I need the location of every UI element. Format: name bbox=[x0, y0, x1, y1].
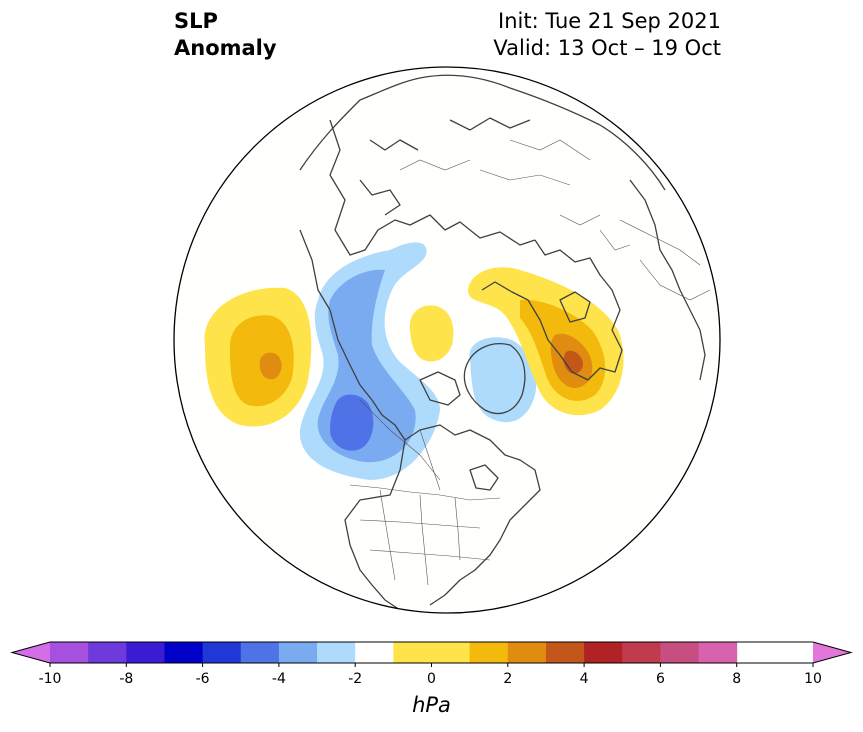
colorbar-segment bbox=[126, 642, 165, 663]
colorbar-tick-label: -8 bbox=[119, 671, 133, 687]
colorbar-tick-label: 0 bbox=[427, 671, 436, 687]
colorbar-segments bbox=[10, 641, 853, 664]
colorbar-segment bbox=[164, 642, 204, 663]
colorbar-segment bbox=[507, 642, 547, 663]
colorbar: -10 -8 -6 -4 -2 0 2 4 6 8 10 bbox=[10, 641, 853, 687]
colorbar-segment bbox=[88, 642, 127, 663]
north-pacific-positive-anomaly bbox=[204, 287, 312, 427]
colorbar-segment bbox=[317, 642, 356, 663]
colorbar-unit-label: hPa bbox=[412, 693, 451, 717]
globe-outline bbox=[173, 66, 721, 614]
colorbar-tick-label: -10 bbox=[39, 671, 62, 687]
colorbar-tick-label: -6 bbox=[196, 671, 210, 687]
colorbar-segment bbox=[584, 642, 623, 663]
political-boundaries bbox=[349, 139, 711, 586]
title-line-1: SLP bbox=[174, 9, 218, 33]
colorbar-tick-label: -4 bbox=[272, 671, 286, 687]
gulf-of-alaska-negative-anomaly bbox=[299, 242, 440, 480]
colorbar-segment bbox=[698, 642, 738, 663]
arctic-positive-anomaly bbox=[409, 305, 454, 362]
colorbar-segment bbox=[469, 642, 509, 663]
colorbar-segment bbox=[278, 642, 318, 663]
colorbar-segment bbox=[660, 642, 700, 663]
forecast-dates: Init: Tue 21 Sep 2021 Valid: 13 Oct – 19… bbox=[493, 8, 721, 62]
valid-date: Valid: 13 Oct – 19 Oct bbox=[493, 36, 721, 60]
colorbar-tick-label: -2 bbox=[348, 671, 362, 687]
colorbar-segment bbox=[50, 642, 89, 663]
colorbar-segment bbox=[545, 642, 585, 663]
coastlines bbox=[299, 74, 706, 611]
colorbar-tick-label: 4 bbox=[580, 671, 589, 687]
colorbar-tick-label: 10 bbox=[804, 671, 822, 687]
colorbar-segment bbox=[202, 642, 242, 663]
map-title: SLP Anomaly bbox=[174, 8, 277, 62]
colorbar-tick-label: 6 bbox=[656, 671, 665, 687]
colorbar-segment bbox=[355, 642, 394, 663]
colorbar-segment bbox=[622, 642, 661, 663]
colorbar-segment bbox=[393, 642, 471, 663]
colorbar-tick-label: 2 bbox=[503, 671, 512, 687]
colorbar-tick-label: 8 bbox=[732, 671, 741, 687]
init-date: Init: Tue 21 Sep 2021 bbox=[498, 9, 721, 33]
anomaly-contours bbox=[204, 74, 711, 611]
colorbar-segment bbox=[240, 642, 280, 663]
title-line-2: Anomaly bbox=[174, 36, 277, 60]
colorbar-under-extension bbox=[12, 642, 50, 663]
polar-map bbox=[173, 66, 721, 614]
colorbar-over-extension bbox=[813, 642, 851, 663]
colorbar-ticks: -10 -8 -6 -4 -2 0 2 4 6 8 10 bbox=[39, 663, 822, 687]
